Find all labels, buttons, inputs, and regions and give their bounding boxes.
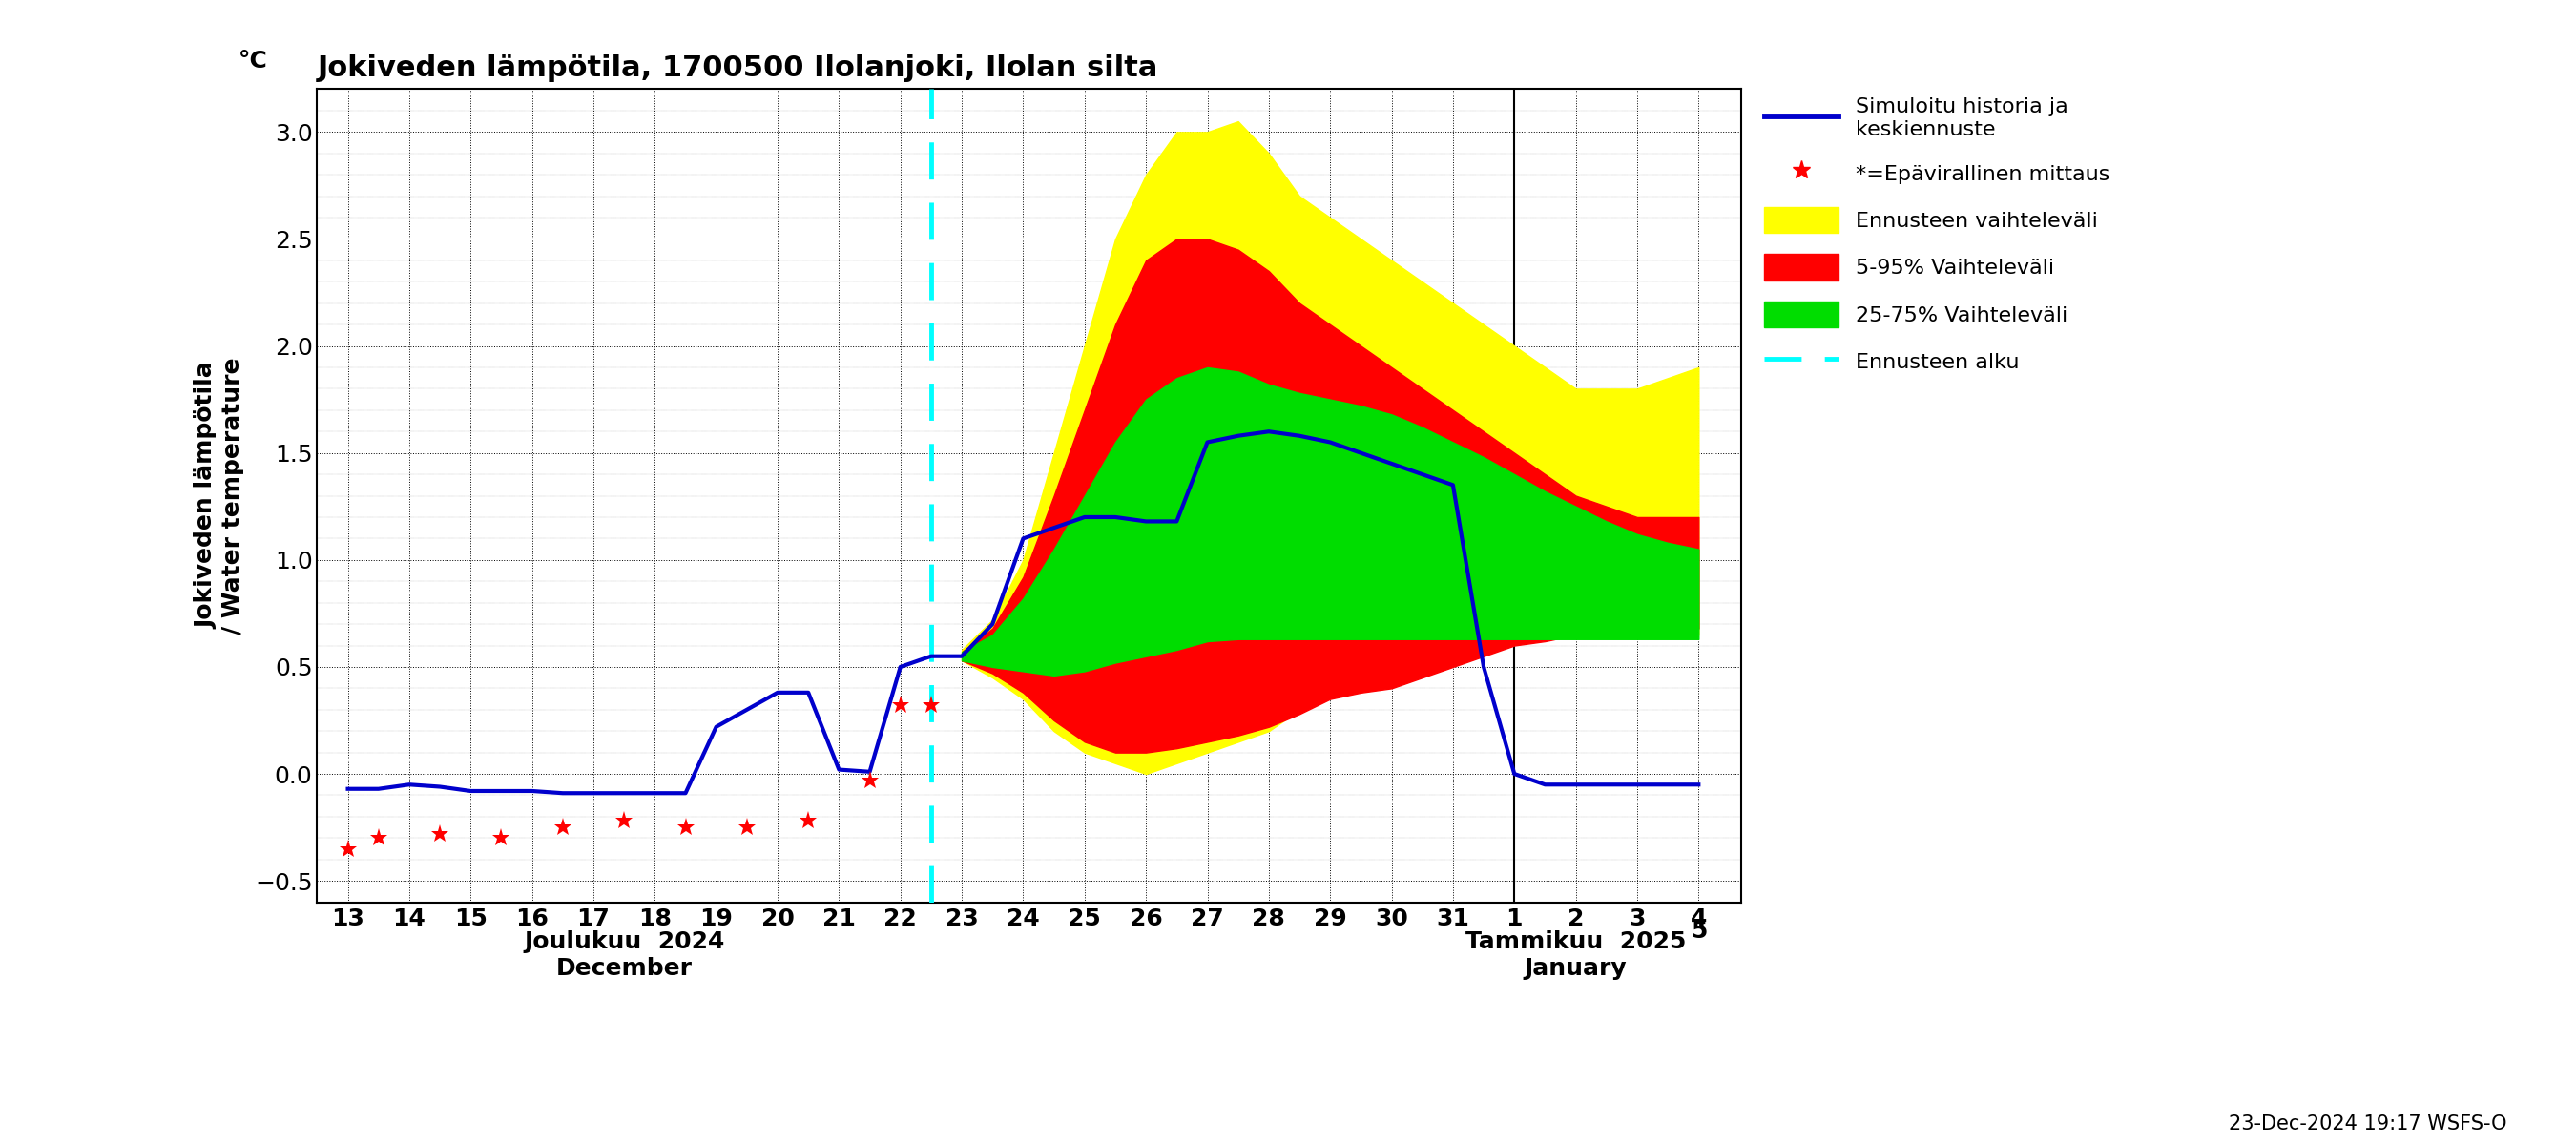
Text: 5: 5 xyxy=(1690,919,1708,942)
Legend: Simuloitu historia ja
keskiennuste, *=Epävirallinen mittaus, Ennusteen vaihtelev: Simuloitu historia ja keskiennuste, *=Ep… xyxy=(1757,89,2117,382)
Text: Jokiveden lämpötila, 1700500 Ilolanjoki, Ilolan silta: Jokiveden lämpötila, 1700500 Ilolanjoki,… xyxy=(317,54,1159,81)
Text: °C: °C xyxy=(240,50,268,73)
Text: Tammikuu  2025
January: Tammikuu 2025 January xyxy=(1466,930,1687,979)
Text: 23-Dec-2024 19:17 WSFS-O: 23-Dec-2024 19:17 WSFS-O xyxy=(2228,1114,2506,1134)
Text: Joulukuu  2024
December: Joulukuu 2024 December xyxy=(523,930,724,979)
Y-axis label: Jokiveden lämpötila
/ Water temperature: Jokiveden lämpötila / Water temperature xyxy=(196,357,245,634)
